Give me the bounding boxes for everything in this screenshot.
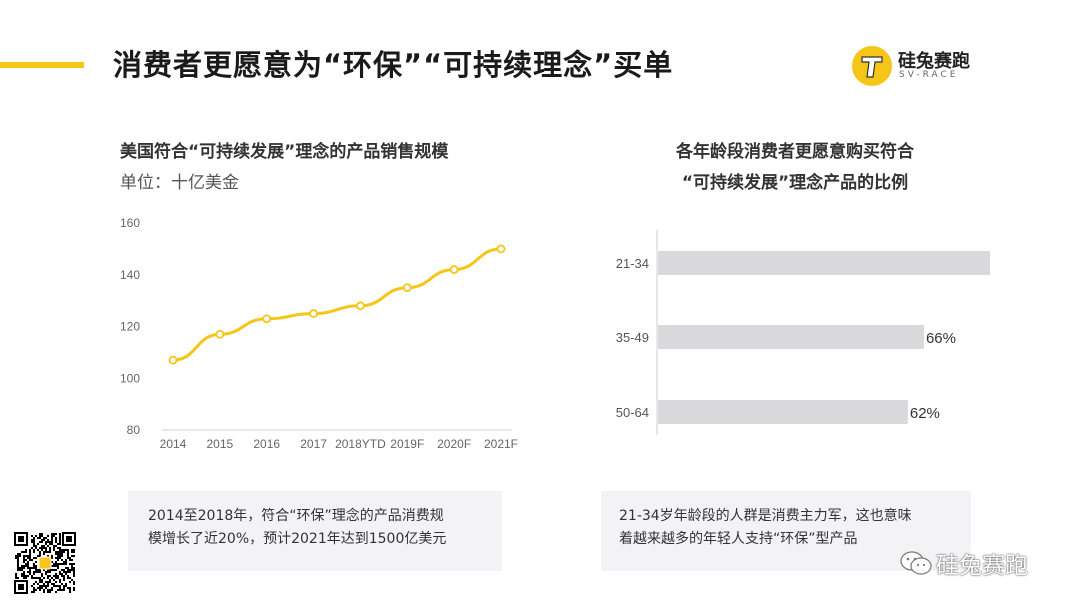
bar-category-label: 50-64	[616, 405, 649, 420]
x-tick-label: 2021F	[484, 437, 518, 451]
bar-chart-title-line1: 各年龄段消费者更愿意购买符合	[676, 142, 914, 162]
line-chart-note-line2: 模增长了近20%，预计2021年达到1500亿美元	[148, 531, 447, 547]
data-point	[309, 309, 318, 318]
data-point	[496, 244, 506, 254]
bar-value-label: 62%	[910, 405, 940, 422]
line-chart-note-line1: 2014至2018年，符合“环保”理念的产品消费规	[148, 508, 444, 524]
y-tick-label: 140	[120, 268, 140, 282]
bar-category-label: 35-49	[616, 330, 649, 345]
bar	[658, 400, 908, 424]
bar-chart-title-line2: “可持续发展”理念产品的比例	[681, 173, 909, 193]
bar	[658, 251, 990, 275]
sales-line-chart: 80 100 120 140 160 2014 2015 2016 2017 2018YTD 201…	[120, 216, 518, 451]
data-point	[215, 329, 225, 339]
brand-mark-icon	[852, 46, 892, 86]
y-tick-label: 120	[120, 320, 140, 334]
bar-category-label: 21-34	[616, 256, 649, 271]
data-point	[402, 283, 412, 293]
brand-name: 硅兔赛跑	[898, 51, 970, 72]
data-point	[262, 314, 272, 324]
x-tick-label: 2015	[207, 437, 234, 451]
x-tick-label: 2020F	[437, 437, 471, 451]
brand-subtitle: SV-RACE	[899, 70, 959, 80]
line-chart-note: 2014至2018年，符合“环保”理念的产品消费规 模增长了近20%，预计202…	[128, 491, 502, 571]
x-tick-label: 2014	[160, 437, 187, 451]
x-tick-label: 2017	[300, 437, 327, 451]
line-chart-title: 美国符合“可持续发展”理念的产品销售规模	[120, 142, 449, 162]
x-tick-label: 2018YTD	[335, 437, 386, 451]
x-tick-label: 2019F	[390, 437, 424, 451]
bar-chart-note-line1: 21-34岁年龄段的人群是消费主力军，这也意味	[619, 508, 912, 524]
data-point	[356, 301, 365, 311]
wechat-icon	[900, 551, 932, 575]
bar	[658, 325, 924, 349]
qr-code-icon	[13, 531, 77, 595]
page-title: 消费者更愿意为“环保”“可持续理念”买单	[113, 48, 674, 82]
watermark-text: 硅兔赛跑	[936, 553, 1028, 579]
x-tick-label: 2016	[253, 437, 280, 451]
series-line	[172, 247, 502, 362]
line-chart-unit: 单位：十亿美金	[120, 173, 239, 193]
data-point	[449, 265, 459, 274]
title-accent-bar	[0, 62, 84, 68]
bar-chart-note-line2: 着越来越多的年轻人支持“环保”型产品	[619, 531, 858, 547]
y-tick-label: 80	[127, 423, 141, 437]
brand-logo: 硅兔赛跑 SV-RACE	[852, 46, 992, 86]
data-point	[168, 355, 178, 365]
y-tick-label: 160	[120, 216, 140, 230]
bar-value-label: 66%	[926, 330, 956, 347]
y-tick-label: 100	[120, 371, 140, 385]
